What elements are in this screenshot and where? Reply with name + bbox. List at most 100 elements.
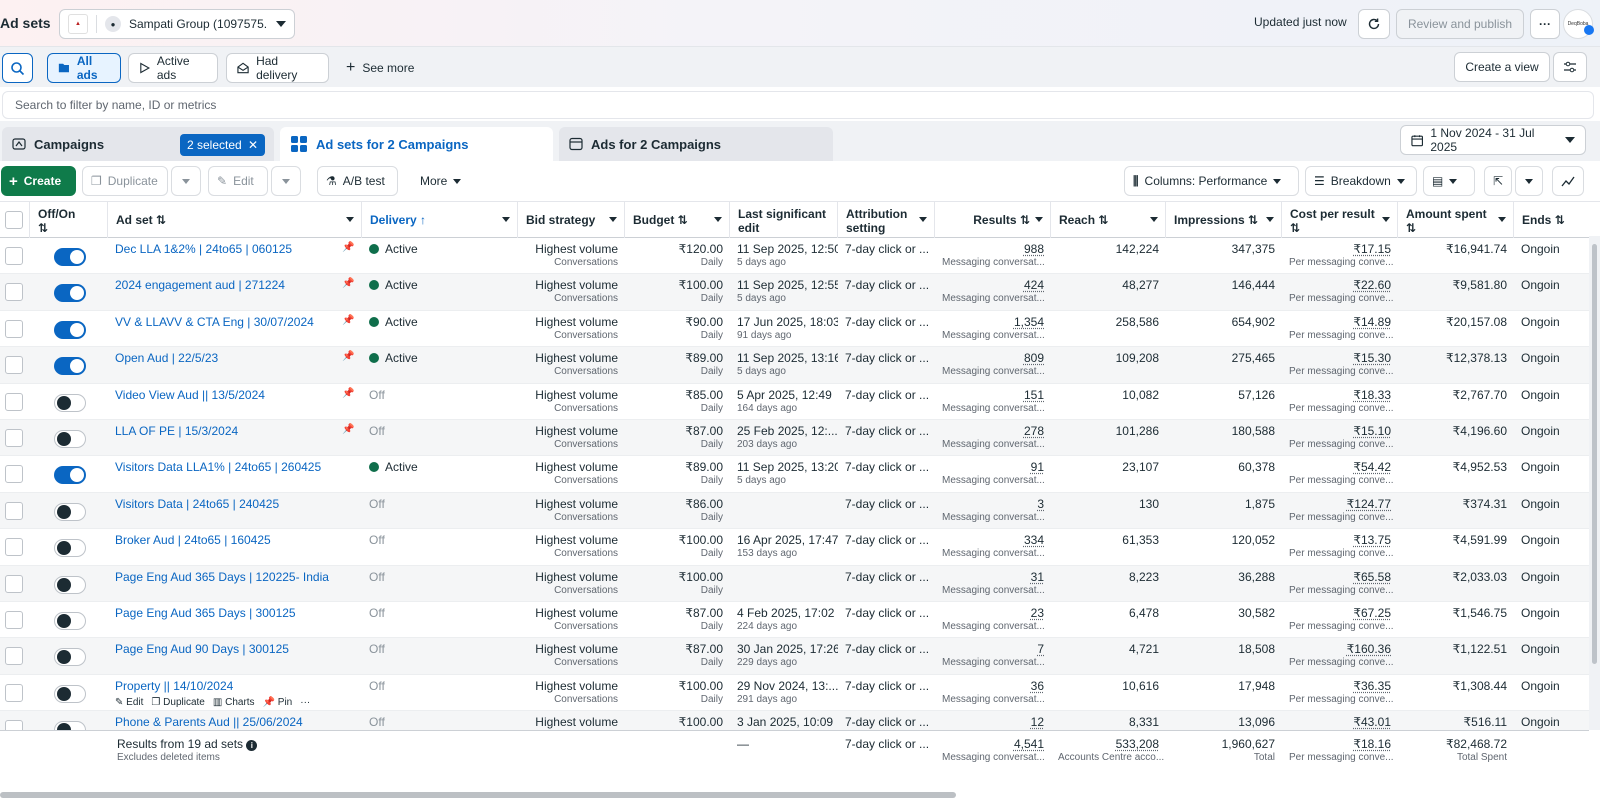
delivery-toggle[interactable] bbox=[54, 721, 86, 730]
table-row[interactable]: Page Eng Aud 365 Days | 300125 Off Highest… bbox=[0, 602, 1589, 639]
scroll-thumb[interactable] bbox=[0, 792, 956, 798]
refresh-button[interactable] bbox=[1358, 9, 1390, 39]
delivery-toggle[interactable] bbox=[54, 430, 86, 448]
close-icon[interactable]: ✕ bbox=[247, 138, 258, 152]
col-results[interactable]: Results ⇅ bbox=[935, 202, 1051, 238]
adset-name-link[interactable]: Broker Aud | 24to65 | 160425 bbox=[115, 533, 271, 548]
row-action-charts[interactable]: ▥ Charts bbox=[212, 696, 255, 708]
table-row[interactable]: Property || 14/10/2024 ✎ Edit ❐ Duplicate ▥… bbox=[0, 674, 1589, 712]
edit-button[interactable]: ✎ Edit bbox=[208, 166, 268, 196]
selected-badge[interactable]: 2 selected ✕ bbox=[180, 134, 265, 156]
pin-icon[interactable]: 📌 bbox=[342, 278, 355, 290]
col-attribution[interactable]: Attribution setting bbox=[838, 202, 935, 238]
delivery-toggle[interactable] bbox=[54, 684, 86, 703]
create-view-button[interactable]: Create a view bbox=[1454, 52, 1550, 82]
adset-name-link[interactable]: Page Eng Aud 365 Days | 300125 bbox=[115, 606, 296, 620]
col-offon[interactable]: Off/On ⇅ bbox=[30, 202, 108, 238]
row-checkbox[interactable] bbox=[5, 538, 23, 557]
more-button[interactable]: More bbox=[412, 166, 474, 196]
duplicate-dropdown[interactable] bbox=[171, 166, 201, 196]
pin-icon[interactable]: 📌 bbox=[342, 424, 355, 435]
filter-all-ads[interactable]: All ads bbox=[47, 53, 121, 83]
row-checkbox[interactable] bbox=[5, 392, 23, 411]
review-publish-button[interactable]: Review and publish bbox=[1396, 9, 1524, 39]
delivery-toggle[interactable] bbox=[54, 539, 86, 558]
delivery-toggle[interactable] bbox=[54, 248, 86, 266]
table-row[interactable]: LLA OF PE | 15/3/2024 📌 Off Highest volume C… bbox=[0, 420, 1589, 457]
more-options-button[interactable]: ··· bbox=[1530, 9, 1560, 39]
table-row[interactable]: Broker Aud | 24to65 | 160425 Off Highest v… bbox=[0, 529, 1589, 566]
export-dropdown[interactable] bbox=[1515, 166, 1543, 196]
delivery-toggle[interactable] bbox=[54, 393, 86, 412]
tab-ads[interactable]: Ads for 2 Campaigns bbox=[559, 127, 833, 161]
table-row[interactable]: Visitors Data LLA1% | 24to65 | 260425 Act… bbox=[0, 456, 1589, 493]
vertical-scrollbar[interactable] bbox=[1589, 236, 1600, 730]
edit-dropdown[interactable] bbox=[271, 166, 301, 196]
adset-name-link[interactable]: LLA OF PE | 15/3/2024 bbox=[115, 424, 239, 438]
table-row[interactable]: VV & LLAVV & CTA Eng | 30/07/2024 📌 Active… bbox=[0, 310, 1589, 348]
adset-name-link[interactable]: Page Eng Aud 365 Days | 120225- India bbox=[115, 569, 329, 584]
delivery-toggle[interactable] bbox=[54, 320, 86, 339]
avatar[interactable]: DeqBoba bbox=[1563, 9, 1593, 39]
row-checkbox[interactable] bbox=[5, 501, 23, 520]
col-cpr[interactable]: Cost per result ⇅ bbox=[1282, 202, 1398, 238]
row-checkbox[interactable] bbox=[5, 465, 23, 484]
table-row[interactable]: Dec LLA 1&2% | 24to65 | 060125 📌 Active Hig… bbox=[0, 238, 1589, 275]
row-action-more[interactable]: ··· bbox=[300, 696, 311, 708]
row-checkbox[interactable] bbox=[5, 319, 23, 338]
adset-name-link[interactable]: Open Aud | 22/5/23 bbox=[115, 351, 219, 366]
export-button[interactable]: ⇱ bbox=[1484, 166, 1512, 196]
columns-button[interactable]: ⫼ Columns: Performance bbox=[1124, 166, 1299, 196]
breakdown-button[interactable]: ☰ Breakdown bbox=[1305, 166, 1417, 196]
col-impressions[interactable]: Impressions ⇅ bbox=[1166, 202, 1282, 238]
row-action-pin[interactable]: 📌 Pin bbox=[262, 696, 293, 708]
row-checkbox[interactable] bbox=[5, 683, 23, 702]
adset-name-link[interactable]: VV & LLAVV & CTA Eng | 30/07/2024 bbox=[115, 314, 314, 329]
col-reach[interactable]: Reach ⇅ bbox=[1051, 202, 1166, 238]
row-checkbox[interactable] bbox=[5, 429, 23, 447]
delivery-toggle[interactable] bbox=[54, 648, 86, 667]
delivery-toggle[interactable] bbox=[54, 502, 86, 521]
search-input[interactable]: Search to filter by name, ID or metrics bbox=[2, 91, 1594, 119]
search-button[interactable] bbox=[2, 53, 33, 83]
col-delivery[interactable]: Delivery ↑ bbox=[362, 202, 518, 238]
filter-had-delivery[interactable]: Had delivery bbox=[226, 53, 329, 83]
delivery-toggle[interactable] bbox=[54, 575, 86, 594]
table-row[interactable]: 2024 engagement aud | 271224 📌 Active Highe… bbox=[0, 274, 1589, 311]
pin-icon[interactable]: 📌 bbox=[342, 351, 355, 363]
col-adset[interactable]: Ad set ⇅ bbox=[108, 202, 362, 238]
view-settings-button[interactable] bbox=[1553, 52, 1587, 82]
adset-name-link[interactable]: Phone & Parents Aud || 25/06/2024 bbox=[115, 715, 303, 730]
col-bid[interactable]: Bid strategy bbox=[518, 202, 625, 238]
pin-icon[interactable]: 📌 bbox=[342, 242, 355, 253]
adset-name-link[interactable]: Property || 14/10/2024 bbox=[115, 678, 234, 693]
col-last-edit[interactable]: Last significant edit bbox=[730, 202, 838, 238]
delivery-toggle[interactable] bbox=[54, 466, 86, 485]
filter-active-ads[interactable]: Active ads bbox=[128, 53, 218, 83]
adset-name-link[interactable]: Dec LLA 1&2% | 24to65 | 060125 bbox=[115, 242, 293, 256]
adset-name-link[interactable]: Visitors Data | 24to65 | 240425 bbox=[115, 496, 280, 511]
row-checkbox[interactable] bbox=[5, 574, 23, 593]
adset-name-link[interactable]: Video View Aud || 13/5/2024 bbox=[115, 387, 265, 402]
adset-name-link[interactable]: Visitors Data LLA1% | 24to65 | 260425 bbox=[115, 460, 322, 475]
table-row[interactable]: Open Aud | 22/5/23 📌 Active Highest volume C… bbox=[0, 347, 1589, 384]
delivery-toggle[interactable] bbox=[54, 612, 86, 630]
table-row[interactable]: Video View Aud || 13/5/2024 📌 Off Highest v… bbox=[0, 383, 1589, 420]
create-button[interactable]: + Create bbox=[1, 166, 76, 196]
row-checkbox[interactable] bbox=[5, 611, 23, 629]
select-all-checkbox[interactable] bbox=[5, 211, 23, 229]
row-action-edit[interactable]: ✎ Edit bbox=[115, 696, 144, 708]
reports-button[interactable]: ▤ bbox=[1423, 166, 1475, 196]
row-checkbox[interactable] bbox=[5, 720, 23, 730]
table-row[interactable]: Phone & Parents Aud || 25/06/2024 Off High… bbox=[0, 711, 1589, 730]
adset-name-link[interactable]: 2024 engagement aud | 271224 bbox=[115, 278, 285, 293]
table-row[interactable]: Page Eng Aud 90 Days | 300125 Off Highest … bbox=[0, 638, 1589, 675]
col-spent[interactable]: Amount spent ⇅ bbox=[1398, 202, 1514, 238]
ab-test-button[interactable]: ⚗ A/B test bbox=[317, 166, 398, 196]
delivery-toggle[interactable] bbox=[54, 357, 86, 376]
date-range-picker[interactable]: 1 Nov 2024 - 31 Jul 2025 bbox=[1400, 125, 1586, 155]
table-row[interactable]: Visitors Data | 24to65 | 240425 Off Highes… bbox=[0, 492, 1589, 530]
row-checkbox[interactable] bbox=[5, 247, 23, 265]
tab-adsets[interactable]: Ad sets for 2 Campaigns bbox=[280, 127, 553, 161]
row-checkbox[interactable] bbox=[5, 283, 23, 302]
